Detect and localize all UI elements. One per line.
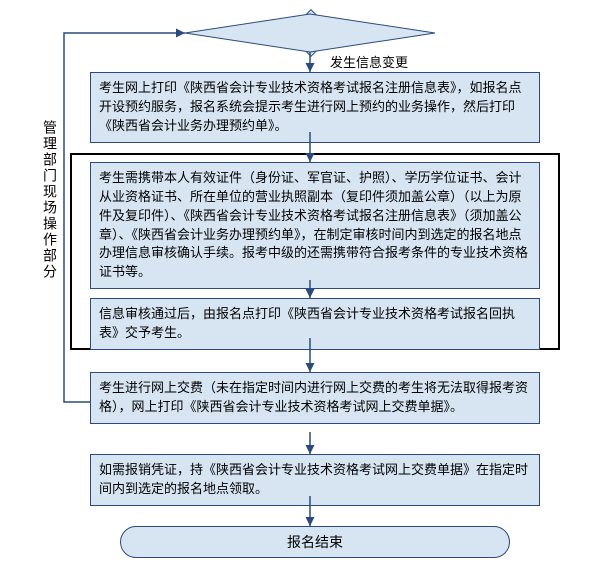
step4-box: 考生进行网上交费（未在指定时间内进行网上交费的考生将无法取得报考资格），网上打印… [90, 372, 540, 424]
change-annotation: 发生信息变更 [330, 52, 408, 71]
end-node: 报名结束 [120, 526, 510, 558]
side-label: 管理部门现场操作部分 [40, 120, 60, 280]
decision-label: 确认个人信息 [240, 24, 380, 44]
flowchart-canvas: 确认个人信息 发生信息变更 管理部门现场操作部分 考生网上打印《陕西省会计专业技… [10, 10, 593, 573]
step2-box: 考生需携带本人有效证件（身份证、军官证、护照）、学历学位证书、会计从业资格证书、… [90, 162, 540, 289]
step3-box: 信息审核通过后，由报名点打印《陕西省会计专业技术资格考试报名回执表》交予考生。 [90, 298, 540, 350]
step1-box: 考生网上打印《陕西省会计专业技术资格考试报名注册信息表》，如报名点开设预约服务，… [90, 72, 540, 143]
step5-box: 如需报销凭证，持《陕西省会计专业技术资格考试网上交费单据》在指定时间内到选定的报… [90, 454, 540, 506]
